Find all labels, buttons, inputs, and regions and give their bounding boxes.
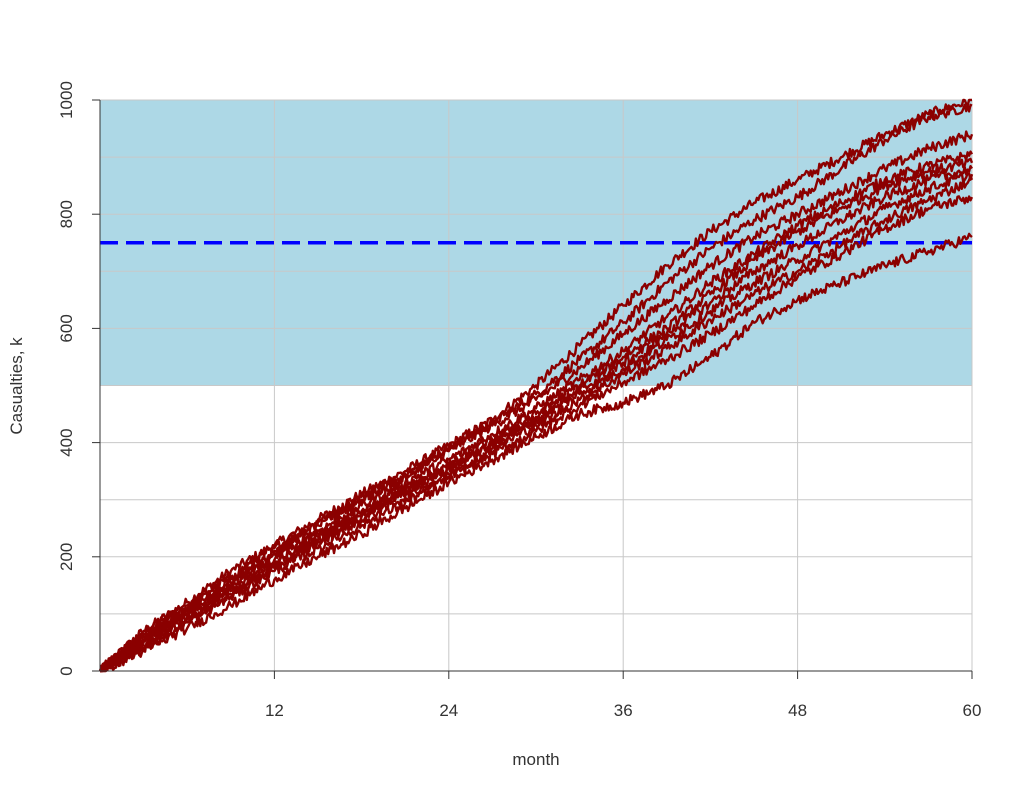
y-axis-title: Casualties, k <box>7 337 26 435</box>
x-tick-label: 12 <box>265 701 284 720</box>
series-layer <box>98 98 974 673</box>
series-line-7 <box>99 172 974 672</box>
series-line-10 <box>99 232 973 673</box>
y-tick-label: 200 <box>57 543 76 571</box>
series-line-2 <box>99 103 973 673</box>
y-tick-label: 0 <box>57 666 76 675</box>
y-tick-label: 400 <box>57 428 76 456</box>
x-tick-label: 60 <box>963 701 982 720</box>
y-tick-label: 1000 <box>57 81 76 119</box>
x-tick-label: 24 <box>439 701 458 720</box>
x-axis-title: month <box>512 750 559 769</box>
x-tick-label: 36 <box>614 701 633 720</box>
series-line-6 <box>100 165 974 673</box>
y-tick-label: 800 <box>57 200 76 228</box>
x-tick-label: 48 <box>788 701 807 720</box>
y-tick-label: 600 <box>57 314 76 342</box>
